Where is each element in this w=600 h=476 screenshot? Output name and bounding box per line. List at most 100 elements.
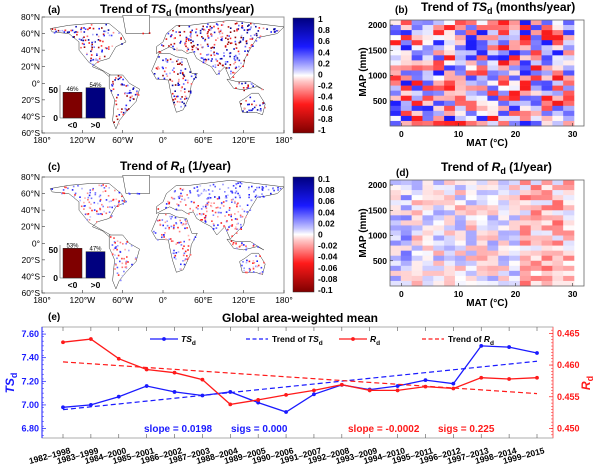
map-cell — [126, 241, 128, 243]
map-cell — [168, 226, 170, 229]
map-cell — [120, 83, 123, 86]
heatmap-cell — [487, 85, 499, 91]
heatmap-cell — [433, 180, 445, 186]
heatmap-cell — [433, 275, 445, 282]
map-cell — [123, 84, 125, 86]
heatmap-cell — [563, 25, 575, 31]
map-cell — [178, 197, 181, 199]
colorbar-tick-label: -0.2 — [318, 81, 333, 91]
heatmap-cell — [433, 85, 445, 91]
heatmap-cell — [433, 220, 445, 226]
map-cell — [168, 202, 170, 205]
heatmap-cell — [541, 115, 553, 122]
map-cell — [117, 78, 120, 81]
map-cell — [114, 189, 116, 192]
colorbar-tick-label: 0.04 — [318, 207, 335, 217]
map-cell — [235, 55, 238, 58]
heatmap-cell — [422, 70, 434, 76]
map-cell — [96, 59, 99, 61]
map-cell — [214, 64, 217, 66]
map-cell — [197, 189, 199, 191]
map-cell — [99, 55, 101, 58]
map-cell — [94, 192, 97, 194]
map-cell — [99, 207, 101, 210]
y-left-tick-label: 7.00 — [21, 400, 39, 410]
heatmap-cell — [465, 105, 477, 112]
map-cell — [214, 185, 216, 188]
map-cell — [259, 108, 262, 110]
heatmap-cell — [411, 105, 423, 112]
map-a — [49, 15, 285, 130]
heatmap-cell — [390, 280, 402, 287]
map-cell — [204, 58, 207, 61]
data-point — [88, 337, 93, 341]
heatmap-cell — [530, 65, 542, 71]
heatmap-cell — [465, 35, 477, 41]
map-cell — [186, 255, 188, 257]
map-cell — [204, 219, 207, 221]
heatmap-cell — [552, 50, 564, 56]
y-tick-label: 0° — [32, 238, 40, 248]
x-tick-label: 30 — [568, 289, 578, 299]
map-cell — [171, 61, 173, 63]
map-cell — [175, 95, 178, 98]
heatmap-cell — [530, 210, 542, 216]
map-cell — [130, 245, 133, 247]
heatmap-cell — [422, 80, 434, 86]
map-cell — [218, 196, 220, 198]
map-cell — [183, 240, 185, 243]
map-cell — [91, 48, 93, 51]
heatmap-cell — [411, 180, 423, 186]
heatmap-cell — [498, 100, 510, 107]
heatmap-cell — [530, 20, 542, 26]
map-cell — [256, 186, 258, 189]
map-cell — [195, 76, 197, 79]
heatmap-cell — [563, 240, 575, 246]
heatmap-cell — [476, 280, 488, 287]
heatmap-cell — [487, 185, 499, 191]
heatmap-cell — [400, 35, 412, 41]
map-cell — [174, 90, 176, 92]
map-cell — [239, 205, 241, 207]
map-cell — [232, 241, 235, 244]
heatmap-cell — [444, 260, 456, 267]
map-cell — [171, 215, 173, 218]
panel-label-b: (b) — [395, 5, 408, 16]
heatmap-cell — [422, 30, 434, 36]
heatmap-cell — [563, 60, 575, 66]
x-tick-label: 0 — [399, 289, 404, 299]
heatmap-cell — [487, 105, 499, 112]
map-cell — [245, 100, 247, 102]
map-cell — [128, 192, 130, 195]
heatmap-cell — [541, 40, 553, 46]
y-tick-label: 20°N — [21, 62, 40, 72]
heatmap-cell — [476, 75, 488, 81]
heatmap-cell — [411, 45, 423, 51]
heatmap-cell — [433, 245, 445, 251]
heatmap-cell — [476, 225, 488, 231]
map-cell — [252, 260, 255, 262]
heatmap-cell — [563, 20, 575, 26]
heatmap-cell — [422, 275, 434, 282]
map-cell — [184, 250, 187, 253]
heatmap-cell — [519, 215, 531, 221]
heatmap-cell — [487, 215, 499, 221]
heatmap-cell — [444, 250, 456, 257]
heatmap-cell — [563, 100, 575, 107]
map-cell — [179, 42, 181, 44]
map-cell — [189, 35, 192, 37]
heatmap-cell — [541, 80, 553, 86]
panel-a: (a) Trend of TSd (months/year) 180° 120°W… — [21, 2, 333, 145]
map-cell — [183, 75, 186, 78]
map-cell — [243, 267, 245, 269]
map-cell — [126, 92, 129, 95]
map-cell — [251, 109, 253, 112]
map-cell — [75, 31, 77, 33]
map-cell — [117, 94, 119, 96]
heatmap-cell — [519, 100, 531, 107]
map-cell — [118, 77, 121, 80]
map-cell — [261, 271, 264, 273]
heatmap-cell — [552, 240, 564, 246]
map-cell — [181, 101, 184, 103]
heatmap-cell — [454, 110, 467, 117]
